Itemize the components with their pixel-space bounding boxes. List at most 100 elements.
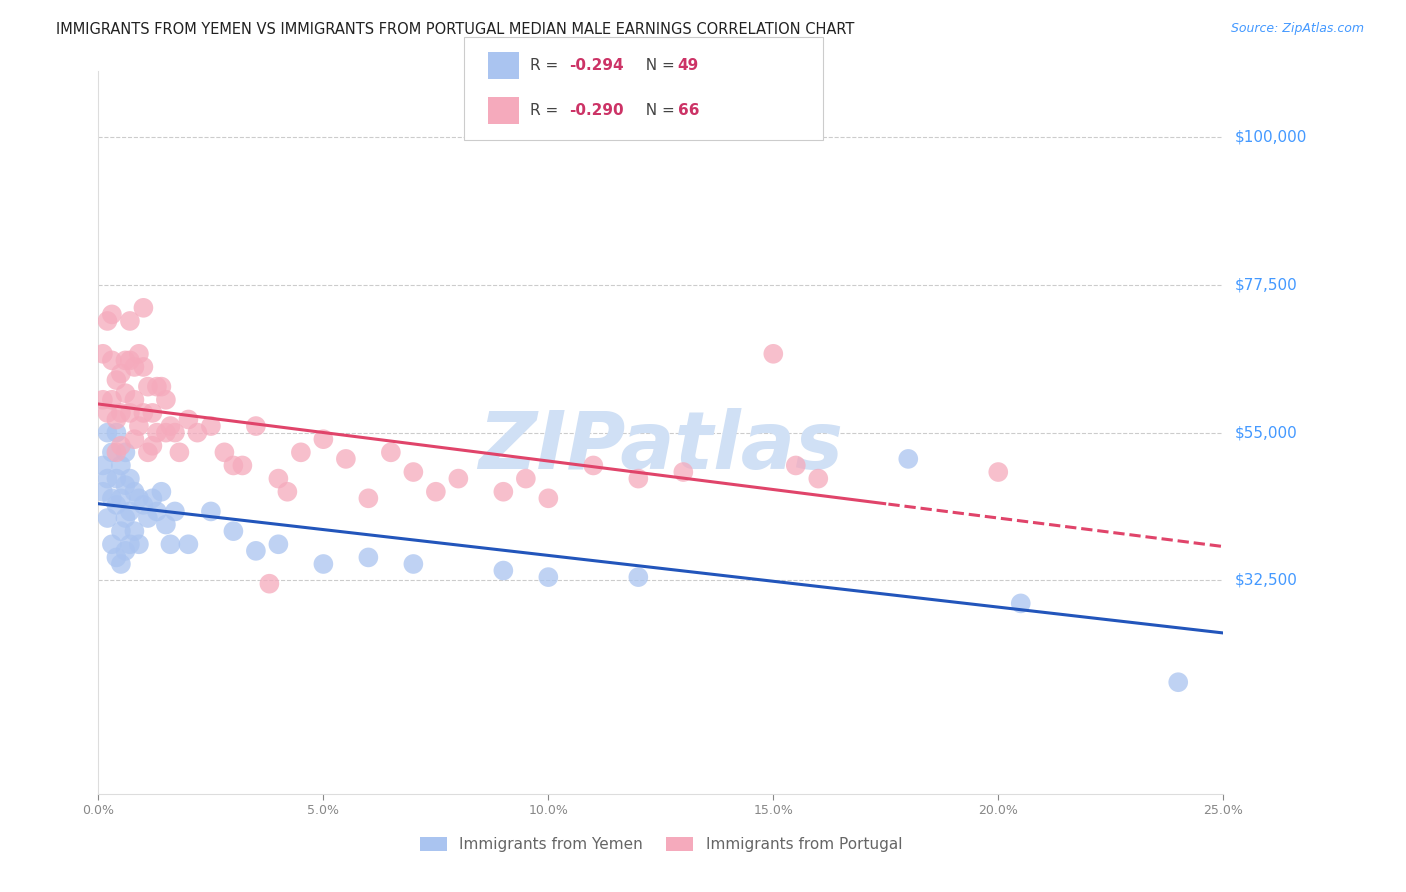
Point [136, 379, 159, 393]
Point [101, 307, 124, 321]
Point [200, 504, 222, 518]
Point [96, 425, 118, 440]
Legend: Immigrants from Yemen, Immigrants from Portugal: Immigrants from Yemen, Immigrants from P… [413, 831, 908, 858]
Point [105, 425, 128, 440]
Text: N =: N = [636, 58, 679, 73]
Point [155, 425, 177, 440]
Point [110, 406, 132, 420]
Text: $77,500: $77,500 [1234, 277, 1298, 293]
Point [128, 419, 150, 434]
Point [357, 491, 380, 506]
Point [402, 557, 425, 571]
Point [128, 537, 150, 551]
Point [214, 445, 236, 459]
Point [101, 353, 124, 368]
Text: Source: ZipAtlas.com: Source: ZipAtlas.com [1230, 22, 1364, 36]
Point [91, 484, 114, 499]
Point [159, 419, 181, 434]
Point [141, 439, 163, 453]
Point [537, 491, 560, 506]
Point [492, 564, 515, 578]
Point [118, 504, 141, 518]
Point [186, 425, 208, 440]
Point [402, 465, 425, 479]
Point [96, 472, 118, 486]
Point [132, 406, 155, 420]
Point [128, 491, 150, 506]
Point [335, 451, 357, 466]
Point [155, 392, 177, 407]
Point [177, 537, 200, 551]
Point [110, 491, 132, 506]
Point [159, 537, 181, 551]
Point [163, 425, 186, 440]
Point [105, 498, 128, 512]
Text: IMMIGRANTS FROM YEMEN VS IMMIGRANTS FROM PORTUGAL MEDIAN MALE EARNINGS CORRELATI: IMMIGRANTS FROM YEMEN VS IMMIGRANTS FROM… [56, 22, 855, 37]
Point [169, 445, 191, 459]
Point [146, 425, 169, 440]
Point [222, 458, 245, 473]
Point [177, 412, 200, 426]
Point [150, 484, 173, 499]
Point [425, 484, 447, 499]
Text: $100,000: $100,000 [1234, 129, 1306, 145]
Point [245, 419, 267, 434]
Point [118, 353, 141, 368]
Point [114, 386, 136, 401]
Point [118, 472, 141, 486]
Point [136, 511, 159, 525]
Point [136, 445, 159, 459]
Point [105, 445, 128, 459]
Point [118, 537, 141, 551]
Point [110, 458, 132, 473]
Point [101, 537, 124, 551]
Text: -0.290: -0.290 [569, 103, 624, 118]
Point [141, 491, 163, 506]
Point [582, 458, 605, 473]
Point [114, 478, 136, 492]
Point [276, 484, 298, 499]
Point [91, 458, 114, 473]
Point [785, 458, 807, 473]
Point [105, 550, 128, 565]
Point [110, 524, 132, 538]
Point [1167, 675, 1189, 690]
Point [267, 537, 290, 551]
Point [627, 570, 650, 584]
Point [290, 445, 312, 459]
Point [1010, 596, 1032, 610]
Point [200, 419, 222, 434]
Text: ZIPatlas: ZIPatlas [478, 408, 844, 486]
Point [114, 511, 136, 525]
Point [96, 314, 118, 328]
Point [105, 412, 128, 426]
Point [163, 504, 186, 518]
Point [132, 359, 155, 374]
Point [114, 353, 136, 368]
Point [515, 472, 537, 486]
Point [96, 406, 118, 420]
Text: 49: 49 [678, 58, 699, 73]
Point [447, 472, 470, 486]
Point [267, 472, 290, 486]
Point [124, 359, 146, 374]
Point [118, 406, 141, 420]
Point [124, 432, 146, 446]
Point [897, 451, 920, 466]
Point [380, 445, 402, 459]
Point [987, 465, 1010, 479]
Text: -0.294: -0.294 [569, 58, 624, 73]
Point [146, 504, 169, 518]
Point [627, 472, 650, 486]
Point [110, 557, 132, 571]
Point [222, 524, 245, 538]
Point [492, 484, 515, 499]
Point [114, 544, 136, 558]
Text: 66: 66 [678, 103, 699, 118]
Text: $55,000: $55,000 [1234, 425, 1298, 440]
Point [155, 517, 177, 532]
Point [537, 570, 560, 584]
Point [124, 524, 146, 538]
Text: N =: N = [636, 103, 679, 118]
Point [110, 439, 132, 453]
